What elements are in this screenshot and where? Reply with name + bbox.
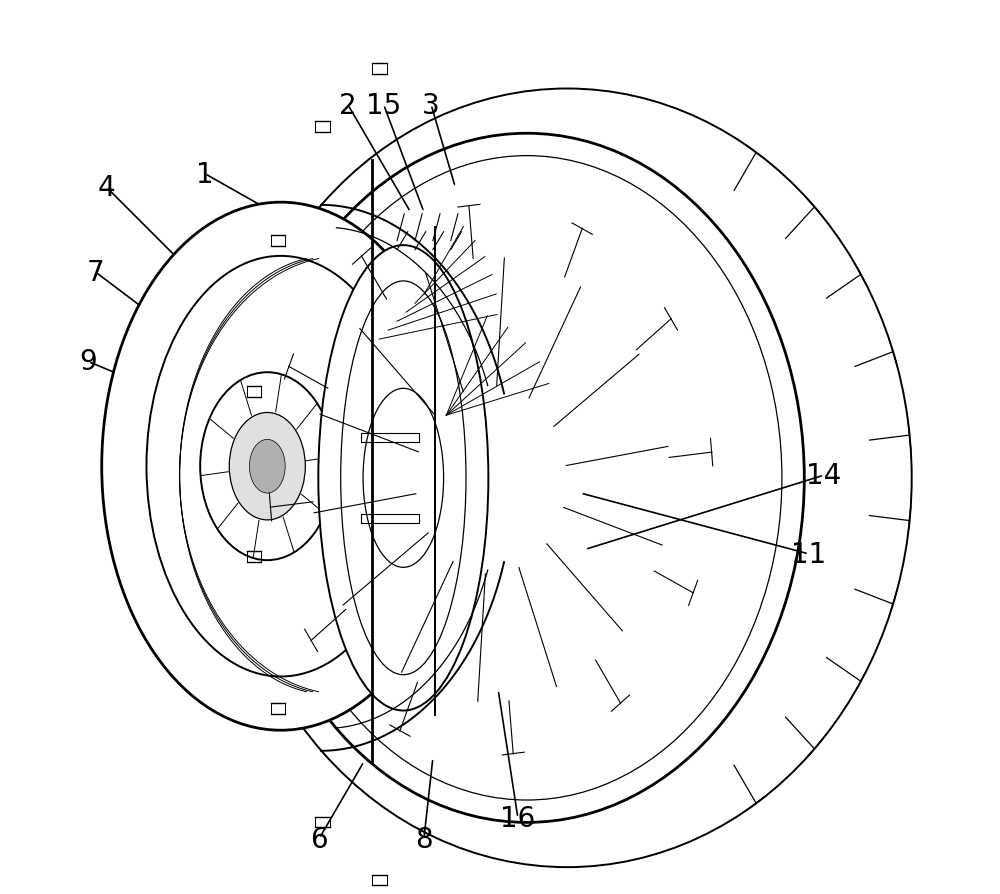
Text: 9: 9 [79,348,97,376]
Ellipse shape [249,134,804,822]
Ellipse shape [318,246,488,711]
Text: 14: 14 [806,461,842,490]
Ellipse shape [102,203,460,730]
Text: 16: 16 [500,804,536,832]
Text: 8: 8 [415,824,433,853]
Text: 3: 3 [422,91,440,120]
Text: 11: 11 [791,540,826,569]
Text: 15: 15 [366,91,401,120]
Ellipse shape [146,257,415,677]
Ellipse shape [249,440,285,493]
Ellipse shape [229,413,305,520]
Ellipse shape [363,389,444,568]
Text: 7: 7 [87,258,104,287]
Text: 6: 6 [310,824,328,853]
Ellipse shape [200,373,334,561]
Text: 4: 4 [97,173,115,202]
Ellipse shape [341,282,466,675]
Text: 1: 1 [196,160,213,189]
Text: 2: 2 [339,91,357,120]
